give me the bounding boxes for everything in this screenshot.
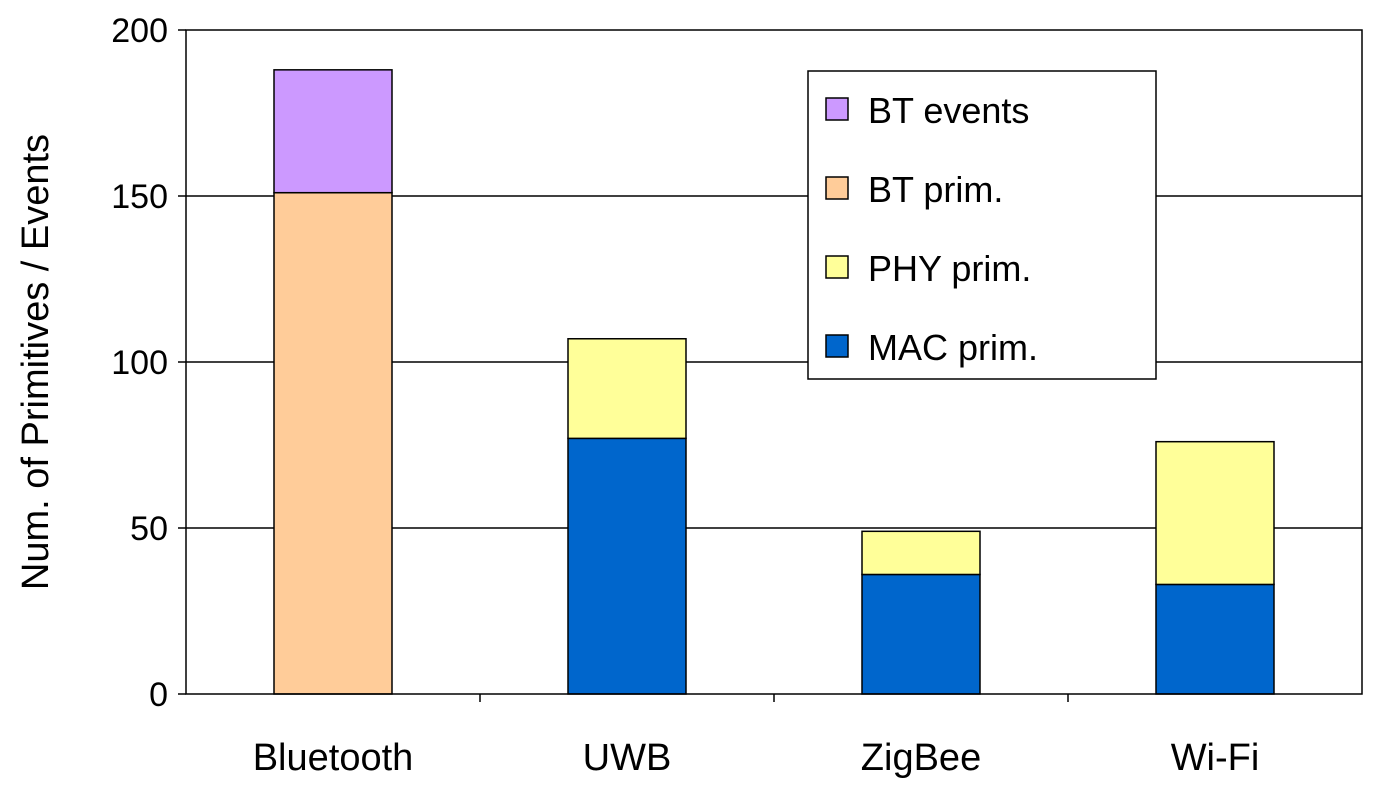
legend-label-bt-events: BT events (868, 90, 1029, 131)
y-axis-label: Num. of Primitives / Events (15, 134, 57, 590)
x-category-label-bluetooth: Bluetooth (253, 737, 414, 779)
legend-label-phy-prim: PHY prim. (868, 248, 1031, 289)
y-tick-label-150: 150 (111, 178, 168, 216)
axes (178, 29, 1363, 702)
x-category-labels: Bluetooth UWB ZigBee Wi-Fi (253, 737, 1260, 779)
y-tick-labels: 0 50 100 150 200 (111, 12, 168, 714)
legend-swatch-bt-events (825, 97, 849, 121)
bar-uwb-mac-prim (567, 437, 687, 695)
bar-zigbee-mac-prim (861, 573, 981, 695)
legend: BT events BT prim. PHY prim. MAC prim. (807, 70, 1157, 380)
bar-uwb-phy-prim (567, 338, 687, 440)
y-tick-label-50: 50 (130, 510, 168, 548)
legend-label-bt-prim: BT prim. (868, 169, 1003, 210)
legend-box (807, 70, 1157, 380)
y-tick-label-100: 100 (111, 344, 168, 382)
bar-bluetooth-bt-prim (273, 191, 393, 695)
bar-zigbee-phy-prim (861, 530, 981, 576)
legend-label-mac-prim: MAC prim. (868, 327, 1038, 368)
legend-swatch-bt-prim (825, 176, 849, 200)
bar-bluetooth-bt-events (273, 69, 393, 194)
x-category-label-uwb: UWB (583, 737, 672, 779)
y-tick-label-0: 0 (149, 676, 168, 714)
bar-wi-fi-phy-prim (1155, 440, 1275, 586)
legend-swatch-phy-prim (825, 255, 849, 279)
bar-wi-fi-mac-prim (1155, 583, 1275, 695)
x-category-label-wi-fi: Wi-Fi (1171, 737, 1260, 779)
y-tick-label-200: 200 (111, 12, 168, 50)
legend-swatch-mac-prim (825, 334, 849, 358)
bars (273, 69, 1275, 695)
x-category-label-zigbee: ZigBee (861, 737, 981, 779)
